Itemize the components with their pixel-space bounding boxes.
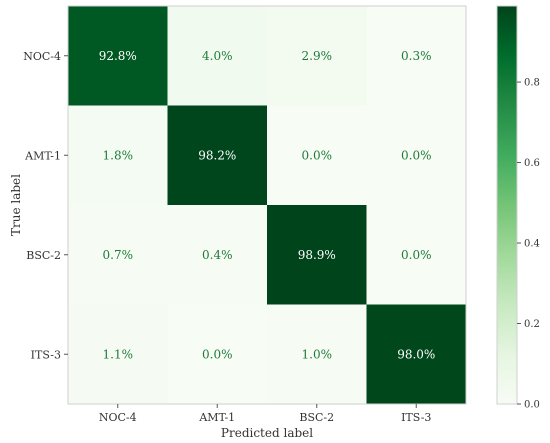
y-axis-label: True label	[9, 174, 23, 236]
x-axis-ticks: NOC-4 AMT-1 BSC-2 ITS-3	[99, 404, 431, 424]
heatmap-cell-1-0	[68, 105, 168, 205]
cell-value-label: 0.4%	[202, 248, 233, 262]
cell-value-label: 0.0%	[202, 347, 233, 361]
colorbar-tick-label: 0.6	[524, 158, 540, 169]
heatmap-cell-2-2	[267, 205, 367, 305]
heatmap-cell-0-2	[267, 6, 367, 106]
plot-frame	[67, 5, 467, 405]
cell-value-label: 98.2%	[198, 148, 236, 162]
cell-value-label: 2.9%	[302, 49, 333, 63]
heatmap-cell-0-1	[167, 6, 267, 106]
cell-value-label: 98.9%	[298, 248, 336, 262]
colorbar-tick-label: 0.2	[524, 319, 540, 330]
heatmap-cells: 92.8% 4.0% 2.9% 0.3% 1.8% 98.2% 0.0% 0.0% 0.7% 0.…	[68, 6, 466, 404]
heatmap-cell-1-2	[267, 105, 367, 205]
cell-value-label: 92.8%	[99, 49, 137, 63]
cell-value-label: 0.0%	[401, 148, 432, 162]
y-tick-label: BSC-2	[26, 249, 61, 262]
heatmap-cell-2-3	[366, 205, 466, 305]
y-tick-label: ITS-3	[31, 348, 61, 361]
heatmap-cell-3-1	[167, 304, 267, 404]
heatmap-cell-3-0	[68, 304, 168, 404]
y-axis-ticks: NOC-4 AMT-1 BSC-2 ITS-3	[23, 50, 68, 361]
y-tick-label: NOC-4	[23, 50, 61, 63]
heatmap-cell-0-3	[366, 6, 466, 106]
cell-value-label: 0.0%	[401, 248, 432, 262]
cell-value-label: 0.3%	[401, 49, 432, 63]
x-tick-label: NOC-4	[99, 411, 137, 424]
heatmap-cell-3-3	[366, 304, 466, 404]
y-tick-label: AMT-1	[24, 149, 61, 162]
x-tick-label: ITS-3	[401, 411, 431, 424]
colorbar-tick-label: 0.4	[524, 239, 540, 250]
cell-value-label: 0.0%	[302, 148, 333, 162]
heatmap-cell-1-1	[167, 105, 267, 205]
cell-value-label: 1.0%	[302, 347, 333, 361]
heatmap-cell-2-0	[68, 205, 168, 305]
colorbar-tick-label: 0.8	[524, 78, 540, 89]
colorbar-tick-label: 0.0	[524, 400, 540, 411]
colorbar	[496, 5, 518, 405]
cell-value-label: 1.1%	[103, 347, 134, 361]
heatmap-cell-0-0	[68, 6, 168, 106]
x-tick-label: BSC-2	[299, 411, 334, 424]
heatmap-cell-1-3	[366, 105, 466, 205]
cell-value-label: 4.0%	[202, 49, 233, 63]
cell-value-label: 1.8%	[103, 148, 134, 162]
heatmap-cell-2-1	[167, 205, 267, 305]
x-tick-label: AMT-1	[198, 411, 235, 424]
heatmap-cell-3-2	[267, 304, 367, 404]
colorbar-ticks: 0.0 0.2 0.4 0.6 0.8	[517, 78, 540, 411]
cell-value-label: 0.7%	[103, 248, 134, 262]
x-axis-label: Predicted label	[221, 426, 313, 440]
cell-value-label: 98.0%	[397, 347, 435, 361]
